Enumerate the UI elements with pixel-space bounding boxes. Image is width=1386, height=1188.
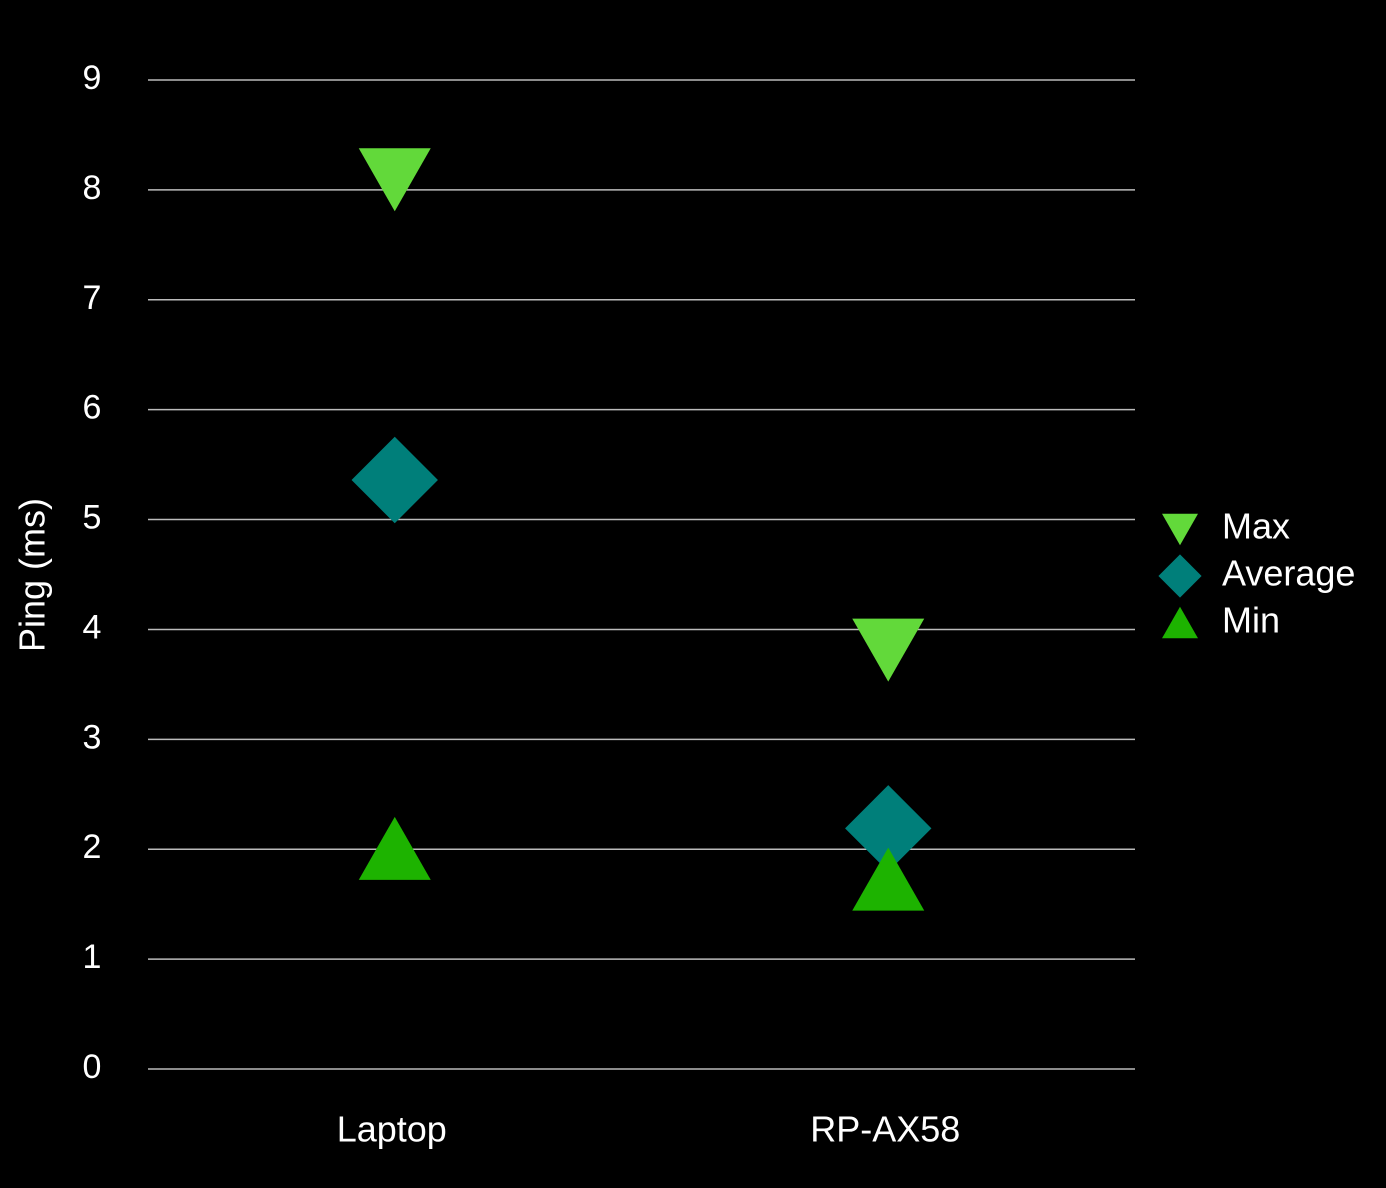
x-tick-label: RP-AX58 [810, 1109, 960, 1150]
legend-label: Min [1222, 600, 1280, 641]
y-tick-label: 2 [83, 828, 102, 866]
y-tick-label: 7 [83, 279, 102, 317]
y-tick-label: 4 [83, 608, 102, 646]
marker [358, 816, 431, 880]
marker [845, 785, 932, 872]
y-tick-label: 0 [83, 1048, 102, 1086]
y-axis-label: Ping (ms) [12, 498, 53, 652]
y-tick-label: 9 [83, 59, 102, 97]
y-tick-label: 1 [83, 938, 102, 976]
y-tick-label: 6 [83, 389, 102, 427]
y-tick-label: 8 [83, 169, 102, 207]
marker [852, 618, 925, 682]
y-tick-label: 5 [83, 499, 102, 537]
x-tick-label: Laptop [337, 1109, 447, 1150]
marker [852, 847, 925, 911]
legend-label: Max [1222, 506, 1290, 547]
legend-marker [1158, 554, 1202, 598]
marker [358, 148, 431, 212]
legend-marker [1162, 606, 1198, 639]
marker [351, 436, 438, 524]
legend-label: Average [1222, 553, 1355, 594]
y-tick-label: 3 [83, 718, 102, 756]
legend-marker [1162, 513, 1198, 546]
